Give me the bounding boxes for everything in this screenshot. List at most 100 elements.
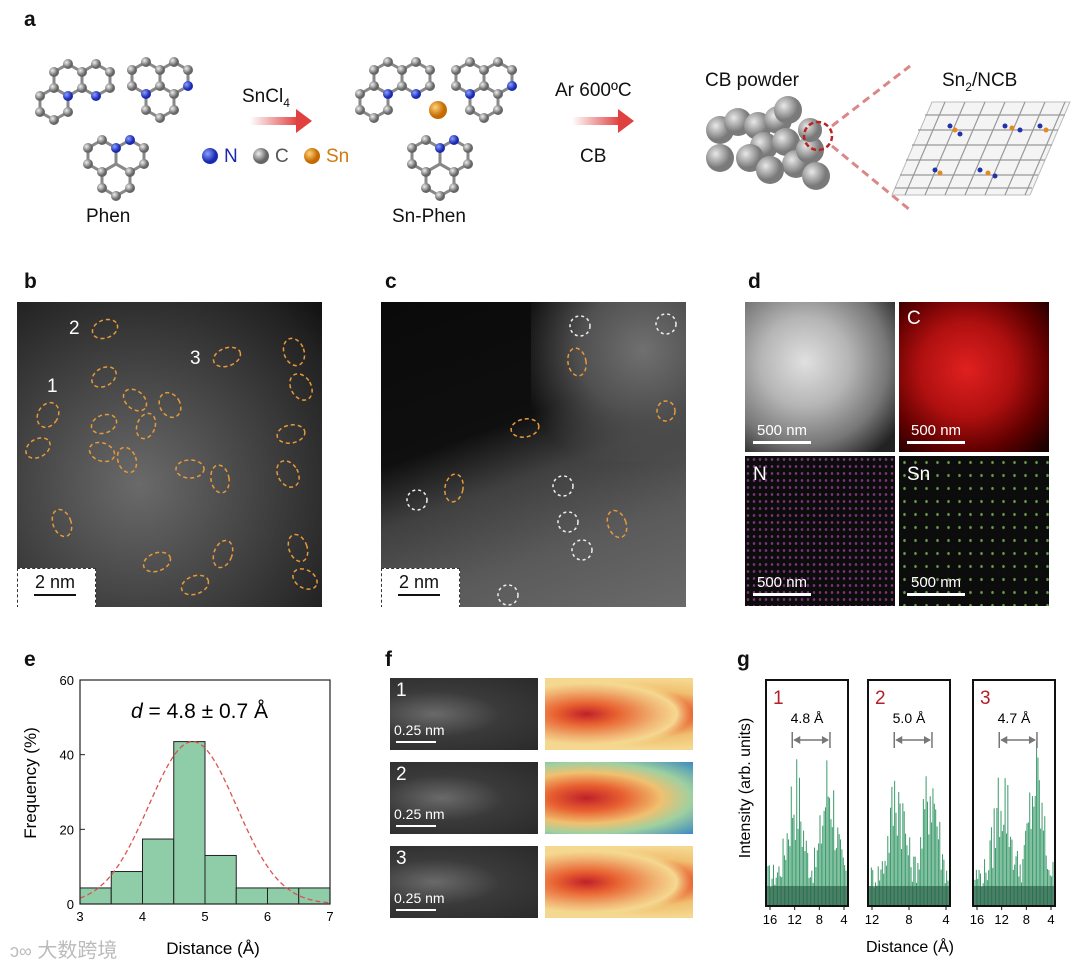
- reaction-arrow-1: [250, 117, 298, 125]
- sn-atom: [429, 101, 447, 119]
- x-tick-label: 12: [787, 912, 801, 927]
- profile-id-label: 1: [773, 688, 784, 709]
- sn-dimer-marker: [567, 347, 587, 377]
- panel-label-g: g: [737, 648, 750, 671]
- x-tick-label: 12: [865, 912, 879, 927]
- line-profile-panel: 2 5.0 Å 12 8 4: [865, 679, 951, 927]
- panel-label-f: f: [385, 648, 392, 671]
- panel-a-scheme: [35, 57, 1071, 212]
- condition-bottom-label: CB: [580, 146, 607, 167]
- sn-dimer-marker: [36, 401, 60, 429]
- zoom-circle: [802, 120, 834, 152]
- haadf-zoom-image: 2 0.25 nm: [390, 762, 538, 834]
- map-label-c: C: [907, 308, 921, 329]
- snphen-molecule: [355, 57, 435, 123]
- histogram-bar: [267, 887, 300, 905]
- x-tick-label: 16: [970, 912, 984, 927]
- panel-label-e: e: [24, 648, 36, 671]
- snphen-molecule: [407, 135, 473, 201]
- histogram-bar: [110, 871, 143, 905]
- sn-dimer-marker: [656, 400, 676, 422]
- sn-dimer-marker: [158, 391, 182, 419]
- histogram-bar: [298, 887, 331, 905]
- phen-molecule: [35, 59, 115, 125]
- sn-single-marker: [406, 489, 428, 511]
- intensity-heatmap: [545, 678, 693, 750]
- eds-map-sn: Sn 500 nm: [899, 456, 1049, 606]
- sn-dimer-marker: [287, 533, 309, 563]
- sn-dimer-marker: [444, 473, 464, 503]
- x-axis-title: Distance (Å): [166, 939, 260, 958]
- histogram-chart: Frequency (%) Distance (Å) d = 4.8 ± 0.7…: [21, 673, 334, 958]
- row-label: 3: [396, 848, 407, 869]
- scale-bar-label: 0.25 nm: [394, 890, 445, 906]
- row-label: 1: [396, 680, 407, 701]
- sn-dimer-marker: [122, 388, 148, 412]
- haadf-zoom-image: 1 0.25 nm: [390, 678, 538, 750]
- x-tick-label: 6: [264, 909, 271, 924]
- carbon-atom-icon: [253, 148, 269, 164]
- tin-atom-icon: [304, 148, 320, 164]
- x-tick-label: 8: [1023, 912, 1030, 927]
- sn-dimer-marker: [289, 373, 313, 401]
- line-profile-panel: 1 4.8 Å 16 12 8 4: [763, 679, 849, 927]
- cb-powder-label: CB powder: [705, 70, 799, 91]
- scale-bar-label: 2 nm: [35, 572, 76, 592]
- sn-single-marker: [497, 584, 519, 606]
- scale-bar-label: 2 nm: [399, 572, 440, 592]
- legend-n-label: N: [224, 146, 238, 167]
- y-tick-label: 0: [67, 897, 74, 912]
- profile-id-label: 2: [875, 688, 886, 709]
- x-tick-label: 12: [994, 912, 1008, 927]
- legend-sn-label: Sn: [326, 146, 350, 167]
- line-profile-charts: Intensity (arb. units) Distance (Å) 1 4.8…: [737, 679, 1056, 956]
- y-tick-label: 40: [60, 748, 74, 763]
- x-tick-label: 7: [326, 909, 333, 924]
- sn-dimer-marker: [175, 459, 205, 479]
- x-tick-label: 8: [905, 912, 912, 927]
- map-label-sn: Sn: [907, 464, 931, 485]
- x-tick-label: 4: [942, 912, 949, 927]
- sn-dimer-marker: [292, 568, 318, 590]
- sn-dimer-marker: [180, 574, 210, 596]
- condition-top-label: Ar 600ºC: [555, 80, 632, 101]
- y-axis-title: Frequency (%): [21, 727, 40, 838]
- reaction-arrow-2: [572, 117, 620, 125]
- x-tick-label: 4: [139, 909, 146, 924]
- sn-dimer-marker: [212, 539, 234, 569]
- sn-single-marker: [569, 315, 591, 337]
- nitrogen-atom-icon: [202, 148, 218, 164]
- profile-frame: [972, 679, 1056, 907]
- haadf-overview-image: 500 nm: [745, 302, 895, 452]
- sn-dimer-marker: [135, 412, 157, 440]
- snphen-molecule: [451, 57, 517, 123]
- eds-map-n: N 500 nm: [745, 456, 895, 606]
- sn-dimer-marker: [212, 346, 242, 368]
- sn-dimer-marker: [88, 441, 116, 463]
- g-y-axis-title: Intensity (arb. units): [737, 718, 754, 859]
- sn-dimer-marker: [276, 424, 306, 444]
- histogram-bar: [142, 838, 175, 905]
- distance-label: 5.0 Å: [893, 710, 926, 726]
- sn-dimer-marker: [91, 318, 119, 340]
- sn-dimer-marker: [91, 366, 117, 388]
- line-profile-panel: 3 4.7 Å 16 12 8 4: [970, 679, 1056, 927]
- site-label-2: 2: [69, 318, 80, 339]
- scale-bar-label: 0.25 nm: [394, 722, 445, 738]
- map-label-n: N: [753, 464, 767, 485]
- haadf-image-c: 2 nm: [381, 302, 686, 607]
- fit-annotation: d = 4.8 ± 0.7 Å: [131, 700, 268, 723]
- sn-single-marker: [552, 475, 574, 497]
- profile-id-label: 3: [980, 688, 991, 709]
- reagent-sncl4-label: SnCl4: [242, 86, 290, 110]
- phen-molecule: [127, 57, 193, 123]
- sn-single-marker: [571, 539, 593, 561]
- x-tick-label: 3: [76, 909, 83, 924]
- gaussian-fit-curve: [79, 740, 331, 904]
- scale-bar-box: 2 nm: [381, 568, 460, 607]
- x-tick-label: 8: [816, 912, 823, 927]
- legend-c-label: C: [275, 146, 289, 167]
- scale-bar-box: 2 nm: [17, 568, 96, 607]
- x-tick-label: 4: [840, 912, 847, 927]
- histogram-bar: [204, 854, 237, 905]
